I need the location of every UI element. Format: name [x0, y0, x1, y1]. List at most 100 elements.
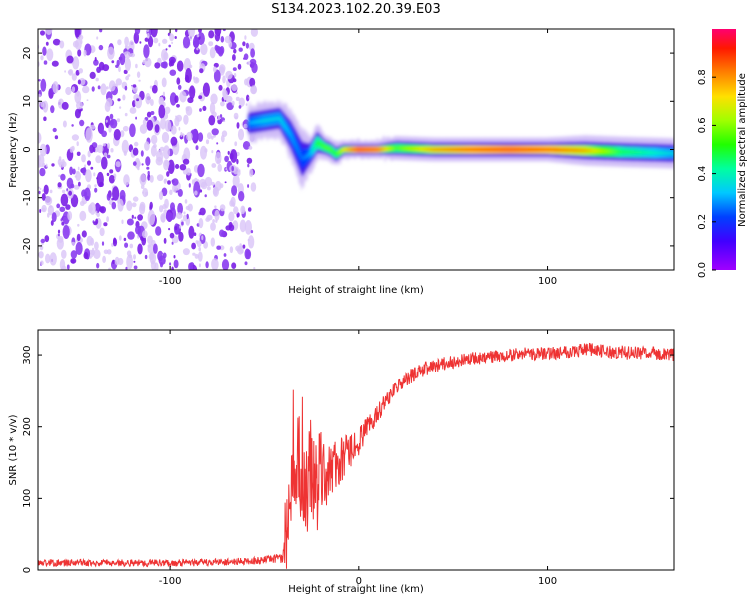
noise-speckle	[173, 259, 179, 269]
noise-speckle	[154, 262, 159, 270]
noise-speckle	[50, 105, 55, 114]
noise-speckle	[139, 124, 148, 134]
noise-speckle	[42, 100, 49, 113]
noise-speckle	[117, 198, 124, 212]
noise-speckle	[124, 57, 131, 72]
noise-speckle	[135, 63, 138, 69]
colorbar-tick-label: 0.0	[697, 262, 708, 278]
noise-speckle	[118, 235, 122, 241]
noise-speckle	[228, 211, 235, 222]
noise-speckle	[96, 67, 100, 72]
noise-speckle	[109, 118, 118, 129]
noise-speckle	[218, 84, 223, 91]
noise-speckle	[168, 227, 171, 231]
noise-speckle	[117, 98, 121, 102]
noise-speckle	[195, 76, 198, 83]
noise-speckle	[249, 77, 256, 88]
noise-speckle	[50, 220, 54, 226]
noise-speckle	[231, 100, 235, 106]
noise-speckle	[123, 174, 130, 186]
noise-speckle	[234, 141, 238, 147]
noise-speckle	[143, 44, 150, 59]
noise-speckle	[78, 181, 81, 187]
noise-speckle	[177, 84, 182, 90]
noise-speckle	[171, 241, 174, 245]
noise-speckle	[96, 144, 104, 153]
noise-speckle	[95, 155, 102, 164]
noise-speckle	[179, 164, 187, 171]
noise-speckle	[232, 54, 236, 61]
noise-speckle	[205, 139, 210, 145]
y-tick-label: 100	[22, 489, 33, 508]
noise-speckle	[81, 230, 87, 238]
noise-speckle	[77, 223, 80, 227]
noise-speckle	[244, 35, 247, 40]
noise-speckle	[250, 29, 258, 37]
noise-speckle	[229, 152, 234, 160]
x-tick-label: -100	[159, 576, 182, 587]
noise-speckle	[108, 80, 116, 92]
noise-speckle	[222, 29, 226, 32]
noise-speckle	[133, 260, 136, 263]
noise-speckle	[43, 184, 49, 195]
noise-speckle	[115, 161, 121, 168]
noise-speckle	[132, 147, 139, 156]
noise-speckle	[95, 218, 99, 225]
noise-speckle	[101, 130, 107, 138]
noise-speckle	[223, 253, 227, 257]
noise-speckle	[210, 237, 215, 247]
noise-speckle	[169, 92, 177, 106]
noise-speckle	[250, 182, 257, 192]
noise-speckle	[150, 111, 155, 115]
noise-speckle	[123, 237, 127, 242]
noise-speckle	[250, 85, 258, 95]
noise-speckle	[83, 251, 89, 260]
noise-speckle	[102, 255, 106, 263]
noise-speckle	[174, 95, 179, 103]
noise-speckle	[139, 201, 146, 211]
noise-speckle	[74, 108, 81, 119]
noise-speckle	[124, 242, 129, 248]
noise-speckle	[45, 163, 48, 168]
noise-speckle	[89, 71, 96, 79]
noise-speckle	[209, 47, 216, 59]
noise-speckle	[98, 44, 104, 51]
noise-speckle	[132, 196, 139, 202]
noise-speckle	[85, 169, 92, 183]
noise-speckle	[150, 99, 154, 106]
noise-speckle	[211, 258, 219, 270]
noise-speckle	[38, 190, 41, 195]
noise-speckle	[61, 189, 66, 194]
noise-speckle	[137, 243, 143, 255]
noise-speckle	[95, 210, 98, 216]
noise-speckle	[201, 235, 204, 241]
noise-speckle	[186, 131, 193, 141]
noise-speckle	[125, 266, 128, 270]
noise-speckle	[231, 262, 237, 270]
noise-speckle	[182, 248, 190, 256]
x-tick-label: 100	[538, 576, 557, 587]
noise-speckle	[249, 168, 254, 177]
noise-speckle	[77, 49, 82, 57]
noise-speckle	[126, 200, 133, 212]
noise-speckle	[134, 216, 137, 220]
noise-speckle	[189, 37, 192, 41]
noise-speckle	[86, 99, 89, 102]
noise-speckle	[38, 154, 45, 168]
noise-speckle	[145, 92, 151, 105]
noise-speckle	[134, 157, 141, 169]
noise-speckle	[179, 91, 187, 103]
noise-speckle	[162, 252, 167, 259]
noise-speckle	[78, 68, 84, 74]
noise-speckle	[61, 249, 67, 259]
noise-speckle	[154, 62, 161, 69]
noise-speckle	[133, 265, 138, 270]
noise-speckle	[144, 141, 150, 151]
noise-speckle	[238, 47, 243, 52]
noise-speckle	[103, 152, 108, 158]
noise-speckle	[140, 184, 145, 189]
noise-speckle	[90, 166, 94, 170]
noise-speckle	[147, 170, 150, 176]
noise-speckle	[211, 135, 214, 140]
noise-speckle	[112, 186, 120, 201]
